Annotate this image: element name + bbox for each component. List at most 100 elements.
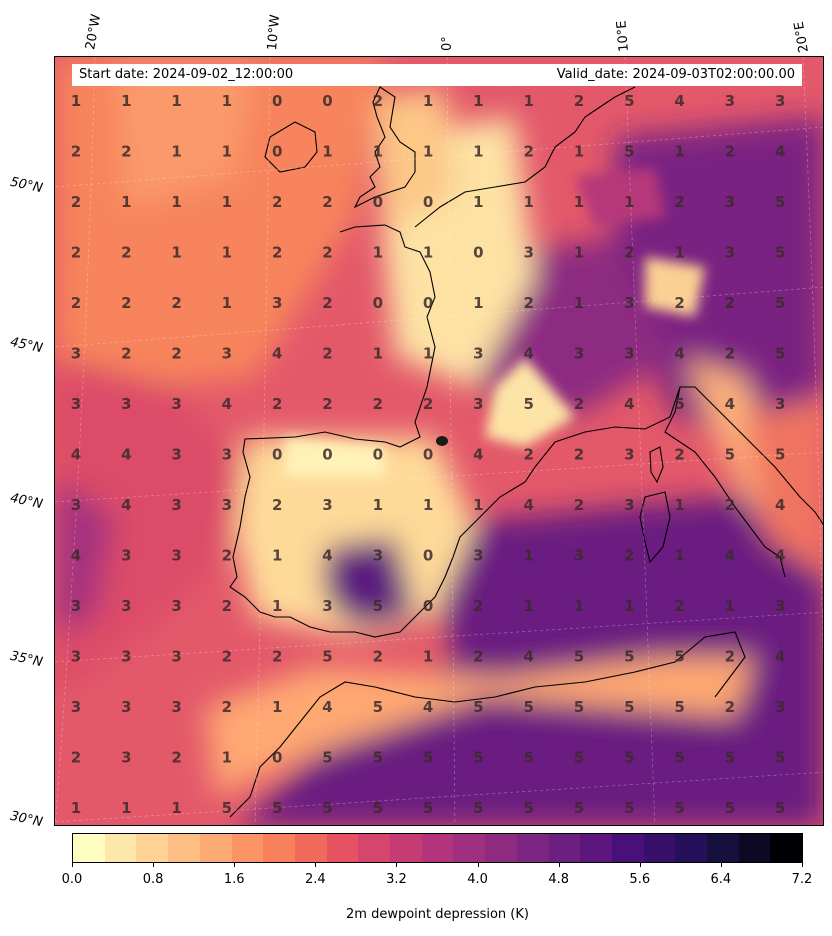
grid-value: 2 bbox=[725, 496, 735, 514]
colorbar-tick-mark bbox=[396, 863, 398, 867]
grid-value: 0 bbox=[322, 446, 332, 464]
grid-value: 0 bbox=[272, 143, 282, 161]
grid-value: 3 bbox=[171, 698, 181, 716]
grid-value: 4 bbox=[423, 698, 433, 716]
grid-value: 1 bbox=[624, 597, 634, 615]
grid-value: 5 bbox=[624, 648, 634, 666]
colorbar-segment bbox=[611, 834, 644, 862]
grid-value: 2 bbox=[71, 193, 81, 211]
grid-value: 1 bbox=[222, 294, 232, 312]
grid-value: 1 bbox=[222, 749, 232, 767]
grid-value: 4 bbox=[725, 395, 735, 413]
lat-label-30n: 30°N bbox=[8, 808, 44, 831]
grid-value: 5 bbox=[473, 698, 483, 716]
grid-value: 1 bbox=[71, 92, 81, 110]
grid-value: 4 bbox=[322, 698, 332, 716]
grid-value: 4 bbox=[725, 547, 735, 565]
grid-value: 3 bbox=[725, 244, 735, 262]
grid-value: 0 bbox=[272, 92, 282, 110]
grid-value: 5 bbox=[373, 597, 383, 615]
grid-value: 4 bbox=[775, 143, 785, 161]
grid-value: 1 bbox=[674, 244, 684, 262]
grid-value: 0 bbox=[423, 446, 433, 464]
grid-value: 1 bbox=[171, 143, 181, 161]
info-bar: Start date: 2024-09-02_12:00:00 Valid_da… bbox=[72, 64, 802, 86]
grid-value: 5 bbox=[775, 446, 785, 464]
grid-value: 2 bbox=[222, 597, 232, 615]
grid-value: 5 bbox=[624, 749, 634, 767]
grid-value: 5 bbox=[222, 799, 232, 817]
map-panel: 1 1 1 1 0 0 2 1 1 1 2 5 4 3 3 2 2 1 1 0 1 1 1 1 2 1 5 1 2 4 2 1 1 1 2 2 0 0 1 1… bbox=[54, 56, 824, 826]
grid-value: 5 bbox=[775, 749, 785, 767]
grid-value: 1 bbox=[473, 92, 483, 110]
grid-value: 3 bbox=[574, 547, 584, 565]
grid-value: 5 bbox=[775, 345, 785, 363]
colorbar-tick-mark bbox=[72, 863, 73, 867]
colorbar-segment bbox=[516, 834, 549, 862]
grid-value: 4 bbox=[674, 92, 684, 110]
lon-label-0: 0° bbox=[440, 36, 455, 51]
grid-value: 2 bbox=[121, 294, 131, 312]
colorbar-segment bbox=[294, 834, 327, 862]
grid-value: 2 bbox=[624, 244, 634, 262]
grid-value: 2 bbox=[322, 244, 332, 262]
grid-value: 1 bbox=[523, 597, 533, 615]
grid-value: 2 bbox=[71, 244, 81, 262]
grid-value: 1 bbox=[222, 244, 232, 262]
grid-value: 2 bbox=[373, 648, 383, 666]
colorbar-tick-label: 4.0 bbox=[467, 872, 488, 887]
valid-date: Valid_date: 2024-09-03T02:00:00.00 bbox=[556, 67, 795, 82]
grid-value: 4 bbox=[523, 496, 533, 514]
colorbar-tick-label: 6.4 bbox=[710, 872, 732, 887]
grid-value: 0 bbox=[423, 547, 433, 565]
colorbar-tick-mark bbox=[153, 863, 155, 867]
grid-value: 5 bbox=[373, 698, 383, 716]
grid-value: 3 bbox=[624, 294, 634, 312]
grid-value: 1 bbox=[725, 597, 735, 615]
grid-value: 3 bbox=[171, 648, 181, 666]
grid-value: 5 bbox=[574, 749, 584, 767]
grid-value: 2 bbox=[574, 496, 584, 514]
grid-value: 3 bbox=[574, 345, 584, 363]
grid-value: 2 bbox=[574, 446, 584, 464]
grid-value: 2 bbox=[121, 244, 131, 262]
colorbar-tick-label: 7.2 bbox=[791, 872, 813, 887]
grid-value: 2 bbox=[674, 446, 684, 464]
grid-value: 1 bbox=[423, 345, 433, 363]
city-marker bbox=[436, 436, 448, 446]
grid-value: 1 bbox=[574, 294, 584, 312]
grid-value: 2 bbox=[322, 395, 332, 413]
grid-value: 3 bbox=[121, 648, 131, 666]
colorbar-segment bbox=[707, 834, 739, 862]
lat-label-40n: 40°N bbox=[8, 490, 44, 513]
grid-value: 5 bbox=[674, 799, 684, 817]
grid-value: 1 bbox=[71, 799, 81, 817]
grid-value: 1 bbox=[574, 244, 584, 262]
grid-value: 3 bbox=[473, 345, 483, 363]
lon-label-10w: 10°W bbox=[265, 13, 284, 51]
grid-value: 3 bbox=[222, 345, 232, 363]
grid-value: 3 bbox=[71, 698, 81, 716]
colorbar-tick-mark bbox=[720, 863, 722, 867]
grid-value: 2 bbox=[725, 698, 735, 716]
colorbar-segment bbox=[168, 834, 200, 862]
grid-value: 1 bbox=[373, 496, 383, 514]
grid-value: 4 bbox=[775, 496, 785, 514]
grid-value: 1 bbox=[423, 244, 433, 262]
colorbar-segment bbox=[73, 834, 105, 862]
colorbar bbox=[72, 833, 803, 863]
grid-value: 2 bbox=[523, 143, 533, 161]
grid-value: 1 bbox=[121, 92, 131, 110]
grid-value: 1 bbox=[473, 294, 483, 312]
colorbar-segment bbox=[580, 834, 612, 862]
grid-value: 1 bbox=[473, 193, 483, 211]
grid-value: 5 bbox=[624, 92, 634, 110]
grid-value: 1 bbox=[222, 143, 232, 161]
colorbar-segment bbox=[199, 834, 232, 862]
grid-value: 3 bbox=[121, 749, 131, 767]
grid-value: 5 bbox=[322, 648, 332, 666]
grid-value: 0 bbox=[423, 597, 433, 615]
grid-value: 3 bbox=[272, 294, 282, 312]
grid-value: 5 bbox=[574, 698, 584, 716]
grid-value: 2 bbox=[624, 547, 634, 565]
